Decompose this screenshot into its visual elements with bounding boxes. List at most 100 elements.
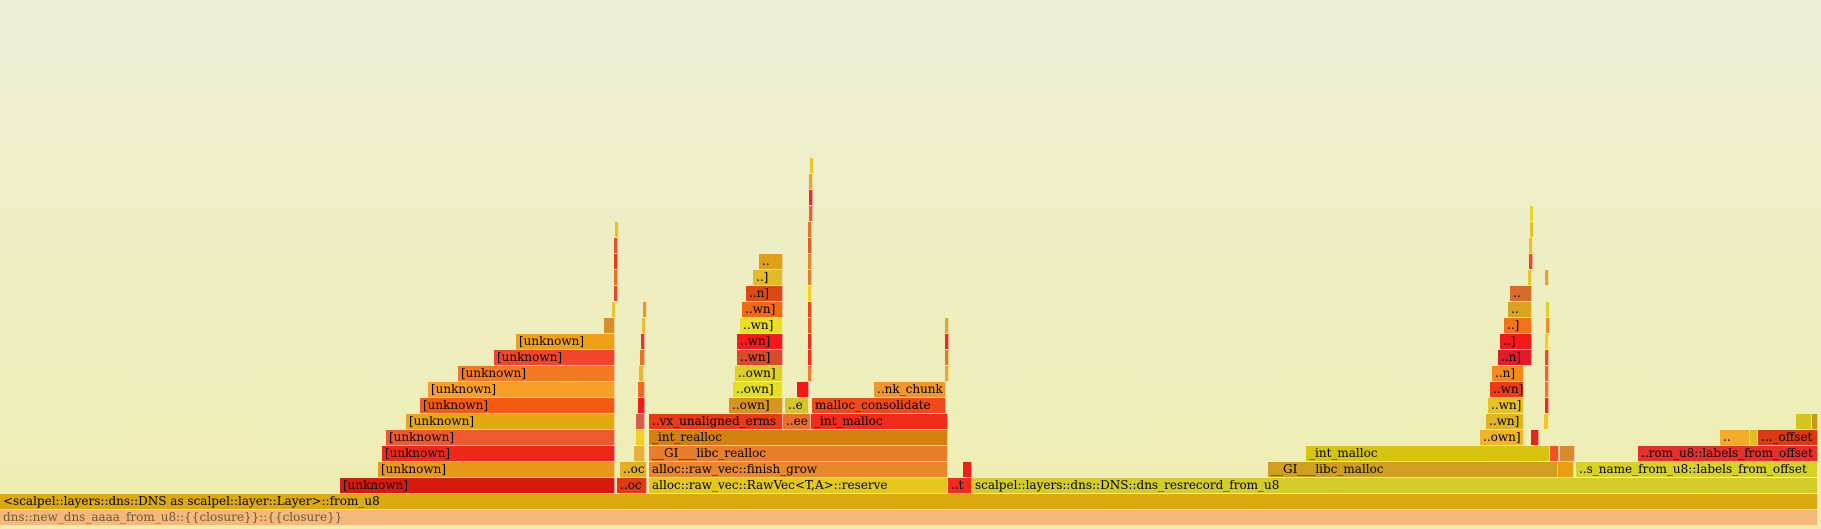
flame-frame[interactable]: ..] xyxy=(753,270,783,285)
flame-frame[interactable]: .. xyxy=(1720,430,1750,445)
flame-frame[interactable]: ..] xyxy=(1504,318,1532,333)
flame-frame[interactable] xyxy=(1545,382,1549,397)
flame-frame[interactable] xyxy=(808,318,812,333)
flame-frame[interactable] xyxy=(945,334,949,349)
flame-frame[interactable]: [unknown] xyxy=(386,430,615,445)
flame-frame[interactable]: <scalpel::layers::dns::DNS as scalpel::l… xyxy=(0,494,1818,509)
flame-frame[interactable] xyxy=(1545,334,1549,349)
flame-frame[interactable] xyxy=(808,302,812,317)
flame-frame[interactable] xyxy=(1560,446,1575,461)
flame-frame[interactable]: ..] xyxy=(1500,334,1532,349)
flame-frame[interactable] xyxy=(1550,446,1559,461)
flame-frame[interactable] xyxy=(808,222,812,237)
flame-frame[interactable] xyxy=(808,286,812,301)
flame-frame[interactable] xyxy=(1544,414,1549,429)
flame-frame[interactable]: __GI___libc_realloc xyxy=(649,446,948,461)
flame-frame[interactable]: [unknown] xyxy=(382,446,615,461)
flame-frame[interactable] xyxy=(1529,238,1533,253)
flame-frame[interactable] xyxy=(1545,366,1549,381)
flame-frame[interactable]: ..t xyxy=(948,478,972,493)
flame-frame[interactable] xyxy=(808,366,812,381)
flame-frame[interactable]: [unknown] xyxy=(340,478,615,493)
flame-frame[interactable]: ..own] xyxy=(735,366,783,381)
flame-frame[interactable]: ..._offset xyxy=(1758,430,1818,445)
flame-frame[interactable] xyxy=(945,318,949,333)
flame-frame[interactable]: ..n] xyxy=(1498,350,1532,365)
flame-frame[interactable] xyxy=(1529,254,1533,269)
flame-frame[interactable] xyxy=(808,254,812,269)
flame-frame[interactable] xyxy=(614,254,618,269)
flame-frame[interactable] xyxy=(945,350,949,365)
flame-frame[interactable] xyxy=(638,398,645,413)
flame-frame[interactable]: ..own] xyxy=(729,398,783,413)
flame-frame[interactable] xyxy=(797,382,809,397)
flame-frame[interactable]: ..n] xyxy=(746,286,783,301)
flame-frame[interactable]: [unknown] xyxy=(458,366,615,381)
flame-frame[interactable] xyxy=(1545,270,1549,285)
flame-frame[interactable] xyxy=(963,462,972,477)
flame-frame[interactable] xyxy=(808,270,812,285)
flame-frame[interactable]: ..wn] xyxy=(737,334,783,349)
flame-frame[interactable] xyxy=(1546,318,1550,333)
flame-frame[interactable]: ..own] xyxy=(1480,430,1524,445)
flame-frame[interactable] xyxy=(1545,398,1549,413)
flame-frame[interactable] xyxy=(614,238,618,253)
flame-frame[interactable] xyxy=(809,190,813,205)
flame-frame[interactable]: [unknown] xyxy=(378,462,615,477)
flame-frame[interactable] xyxy=(1750,430,1758,445)
flame-frame[interactable]: ..s_name_from_u8::labels_from_offset xyxy=(1576,462,1818,477)
flame-frame[interactable] xyxy=(612,302,616,317)
flame-frame[interactable] xyxy=(638,382,645,397)
flame-frame[interactable]: [unknown] xyxy=(406,414,615,429)
flame-frame[interactable] xyxy=(1545,350,1549,365)
flame-frame[interactable]: _int_malloc xyxy=(811,414,948,429)
flame-frame[interactable]: [unknown] xyxy=(420,398,615,413)
flame-frame[interactable] xyxy=(639,366,644,381)
flame-frame[interactable] xyxy=(1530,222,1534,237)
flame-frame[interactable]: ..wn] xyxy=(1490,382,1524,397)
flame-frame[interactable] xyxy=(1546,302,1550,317)
flame-frame[interactable]: [unknown] xyxy=(494,350,615,365)
flame-frame[interactable] xyxy=(810,158,814,173)
flame-frame[interactable]: ..wn] xyxy=(737,350,783,365)
flame-frame[interactable] xyxy=(643,302,647,317)
flame-frame[interactable]: .. xyxy=(1510,286,1532,301)
flame-frame[interactable] xyxy=(1796,414,1812,429)
flame-frame[interactable] xyxy=(614,270,618,285)
flame-frame[interactable] xyxy=(809,206,813,221)
flame-frame[interactable]: ..nk_chunk xyxy=(874,382,946,397)
flame-frame[interactable] xyxy=(1528,270,1532,285)
flame-frame[interactable]: dns::new_dns_aaaa_from_u8::{{closure}}::… xyxy=(0,510,1818,525)
flame-frame[interactable] xyxy=(808,238,812,253)
flame-frame[interactable]: ..wn] xyxy=(1488,398,1524,413)
flame-frame[interactable]: malloc_consolidate xyxy=(812,398,946,413)
flame-frame[interactable] xyxy=(642,318,646,333)
flame-frame[interactable] xyxy=(809,174,813,189)
flame-frame[interactable] xyxy=(1558,462,1574,477)
flame-frame[interactable] xyxy=(614,286,618,301)
flame-frame[interactable]: ..wn] xyxy=(740,318,783,333)
flame-frame[interactable] xyxy=(1531,430,1539,445)
flame-frame[interactable]: _int_malloc xyxy=(1306,446,1550,461)
flame-frame[interactable]: ..n] xyxy=(1492,366,1524,381)
flame-frame[interactable]: ..ee xyxy=(783,414,811,429)
flame-frame[interactable]: [unknown] xyxy=(516,334,615,349)
flame-frame[interactable] xyxy=(808,334,812,349)
flame-frame[interactable] xyxy=(1530,206,1534,221)
flame-frame[interactable]: scalpel::layers::dns::DNS::dns_resrecord… xyxy=(972,478,1818,493)
flame-frame[interactable] xyxy=(808,350,812,365)
flame-frame[interactable]: .. xyxy=(1508,302,1532,317)
flame-frame[interactable] xyxy=(945,366,949,381)
flame-frame[interactable] xyxy=(634,446,645,461)
flame-frame[interactable]: ..oc xyxy=(617,478,647,493)
flame-frame[interactable]: ..wn] xyxy=(742,302,783,317)
flame-frame[interactable] xyxy=(604,318,615,333)
flame-frame[interactable]: ..e xyxy=(785,398,809,413)
flame-frame[interactable] xyxy=(1812,414,1818,429)
flame-frame[interactable] xyxy=(636,430,645,445)
flame-frame[interactable]: ..oc xyxy=(620,462,647,477)
flame-frame[interactable]: alloc::raw_vec::finish_grow xyxy=(649,462,948,477)
flame-frame[interactable]: ..vx_unaligned_erms xyxy=(649,414,783,429)
flame-frame[interactable]: ..wn] xyxy=(1486,414,1524,429)
flame-frame[interactable] xyxy=(615,222,619,237)
